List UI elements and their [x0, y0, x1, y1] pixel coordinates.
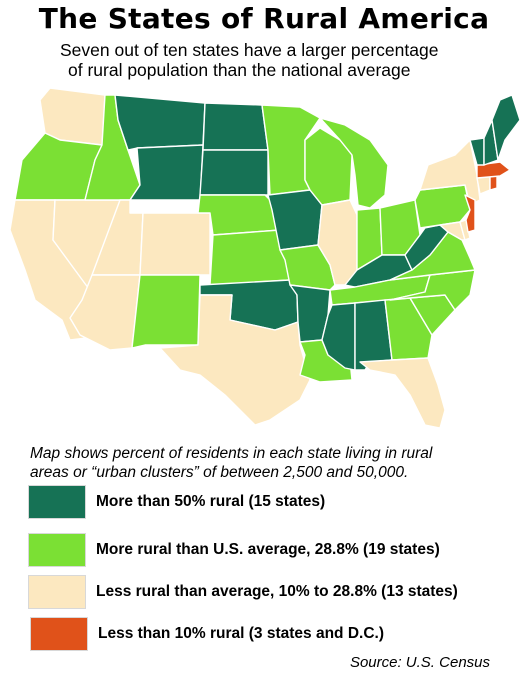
state-ME[interactable] — [491, 94, 521, 161]
legend-swatch — [28, 533, 86, 567]
map-caption: Map shows percent of residents in each s… — [30, 444, 500, 482]
caption-line: Map shows percent of residents in each s… — [30, 445, 433, 462]
legend-swatch — [28, 485, 86, 519]
source-note: Source: U.S. Census — [349, 654, 490, 671]
legend-item-above-average: More rural than U.S. average, 28.8% (19 … — [28, 532, 440, 568]
legend-item-less-than-10: Less than 10% rural (3 states and D.C.) — [30, 616, 384, 652]
state-ND[interactable] — [202, 102, 269, 151]
subtitle: Seven out of ten states have a larger pe… — [60, 40, 500, 80]
state-MD[interactable] — [439, 221, 466, 241]
state-TX[interactable] — [159, 294, 311, 426]
legend-item-more-than-50: More than 50% rural (15 states) — [28, 484, 325, 520]
state-MI[interactable] — [319, 117, 389, 209]
us-states-map — [9, 87, 521, 429]
state-FL[interactable] — [359, 357, 446, 429]
state-NC[interactable] — [389, 269, 476, 311]
state-NM[interactable] — [131, 274, 201, 349]
legend-item-below-average: Less rural than average, 10% to 28.8% (1… — [28, 574, 458, 610]
state-NJ[interactable] — [464, 194, 476, 233]
state-RI[interactable] — [489, 175, 498, 191]
page-title: The States of Rural America — [38, 2, 490, 35]
subtitle-line: of rural population than the national av… — [68, 60, 411, 80]
legend-swatch — [30, 617, 88, 651]
state-WY[interactable] — [129, 144, 204, 201]
state-MT[interactable] — [114, 94, 206, 151]
state-CO[interactable] — [139, 212, 211, 276]
state-DE[interactable] — [459, 219, 471, 241]
legend-swatch — [28, 575, 86, 609]
state-CT[interactable] — [476, 175, 491, 195]
caption-line: areas or “urban clusters” of between 2,5… — [30, 464, 409, 481]
legend-label: More rural than U.S. average, 28.8% (19 … — [96, 541, 440, 558]
legend-label: More than 50% rural (15 states) — [96, 493, 326, 510]
subtitle-line: Seven out of ten states have a larger pe… — [60, 40, 439, 60]
state-SD[interactable] — [199, 149, 269, 196]
legend-label: Less than 10% rural (3 states and D.C.) — [98, 625, 384, 642]
state-MA[interactable] — [476, 161, 511, 179]
legend-label: Less rural than average, 10% to 28.8% (1… — [96, 583, 458, 600]
